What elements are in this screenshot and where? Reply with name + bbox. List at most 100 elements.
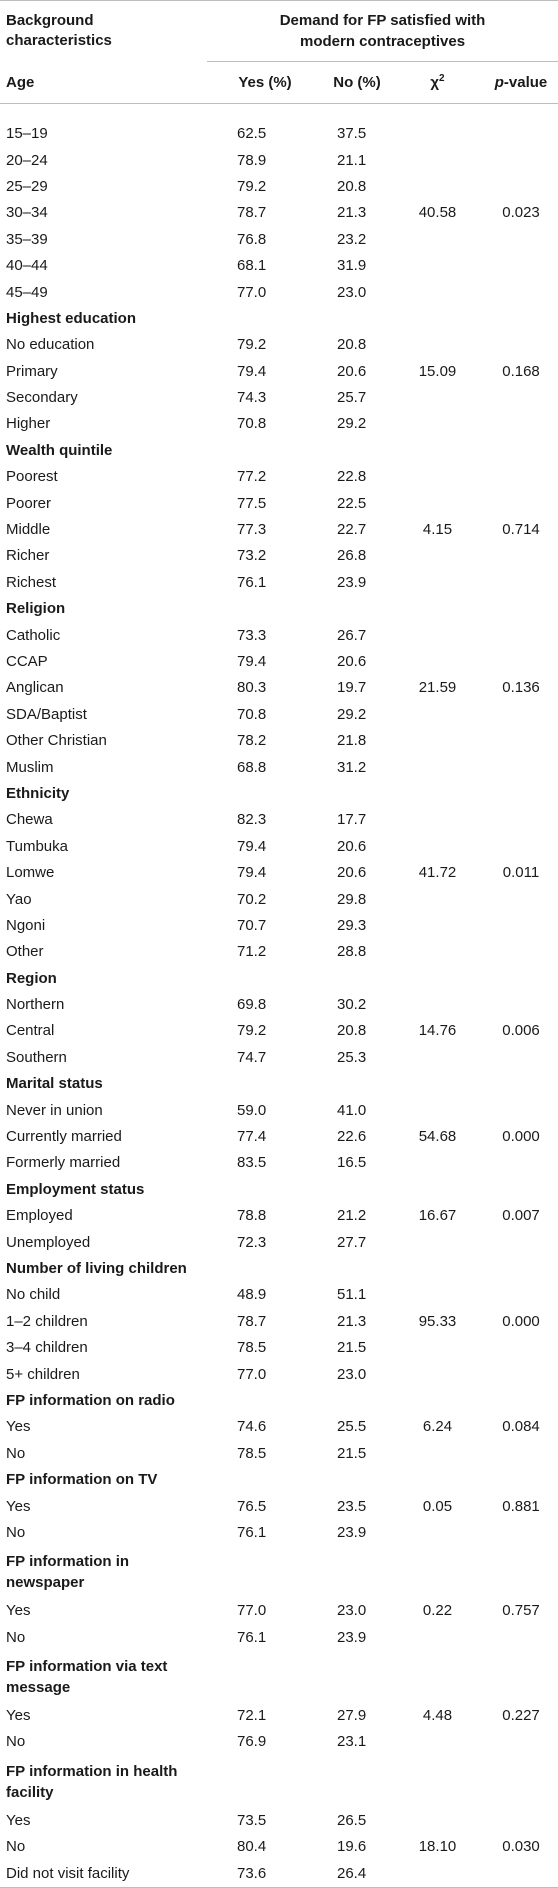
row-label: Never in union <box>6 1101 103 1119</box>
row-label: Ngoni <box>6 916 46 934</box>
p-value-cell: 0.000 <box>502 1128 540 1146</box>
p-value-cell: 0.757 <box>502 1602 540 1620</box>
table-row: 40–44 68.1 31.9 <box>0 253 558 279</box>
p-value-cell: 0.006 <box>502 1022 540 1040</box>
p-value-cell <box>484 1808 558 1834</box>
row-label: Secondary <box>6 389 78 407</box>
p-value-cell <box>484 1282 558 1308</box>
p-value-cell: 0.084 <box>502 1418 540 1436</box>
row-label: Unemployed <box>6 1233 91 1251</box>
yes-percent-cell: 79.4 <box>237 864 267 882</box>
yes-percent-cell: 79.2 <box>237 1022 267 1040</box>
no-percent-cell: 22.8 <box>337 468 367 486</box>
yes-percent-cell: 62.5 <box>237 125 267 143</box>
p-value-column-header: p-value <box>484 61 558 104</box>
chi-square-cell <box>391 464 484 490</box>
row-label: CCAP <box>6 653 48 670</box>
p-value-cell <box>484 385 558 411</box>
yes-percent-cell: 72.3 <box>237 1233 267 1251</box>
category-row: FP information on radio <box>0 1388 558 1414</box>
p-value-cell <box>484 174 558 200</box>
table-row: Chewa 82.3 17.7 <box>0 807 558 833</box>
yes-percent-cell: 70.8 <box>237 705 267 723</box>
no-percent-cell: 26.8 <box>337 547 367 565</box>
table-body: 15–19 62.5 37.5 20–24 78.9 21.1 25–29 79.2 20.8 3… <box>0 104 558 1888</box>
chi-square-cell <box>391 332 484 358</box>
table-row: Never in union 59.0 41.0 <box>0 1097 558 1123</box>
chi-square-cell: 21.59 <box>418 679 457 697</box>
table-row: Poorest 77.2 22.8 <box>0 464 558 490</box>
table-row: 45–49 77.0 23.0 <box>0 279 558 305</box>
row-label: 45–49 <box>6 283 48 301</box>
no-percent-cell: 21.2 <box>337 1207 367 1225</box>
chi-square-cell: 6.24 <box>422 1418 453 1436</box>
row-label: Poorest <box>6 468 58 486</box>
yes-percent-cell: 70.8 <box>237 415 267 433</box>
chi-square-cell: 95.33 <box>418 1312 457 1330</box>
no-percent-cell: 21.1 <box>337 151 367 169</box>
category-title: Religion <box>6 600 66 618</box>
table-row: Northern 69.8 30.2 <box>0 992 558 1018</box>
no-percent-cell: 29.2 <box>337 415 367 433</box>
chi-square-cell <box>391 1361 484 1387</box>
p-value-cell <box>484 1729 558 1755</box>
no-percent-cell: 37.5 <box>337 125 367 143</box>
yes-percent-cell: 83.5 <box>237 1154 267 1172</box>
no-percent-cell: 20.6 <box>337 653 367 670</box>
row-label: Yes <box>6 1497 31 1515</box>
no-percent-cell: 30.2 <box>337 996 367 1014</box>
p-value-cell <box>484 992 558 1018</box>
row-label: Middle <box>6 521 51 539</box>
row-label: Other Christian <box>6 732 107 750</box>
chi-square-cell <box>391 385 484 411</box>
row-label: 3–4 children <box>6 1339 88 1357</box>
yes-percent-cell: 70.2 <box>237 890 267 908</box>
yes-percent-cell: 74.7 <box>237 1048 267 1066</box>
no-percent-cell: 23.5 <box>337 1497 367 1515</box>
row-label: Muslim <box>6 758 54 776</box>
no-percent-cell: 22.5 <box>337 494 367 512</box>
p-value-cell <box>484 411 558 437</box>
category-row: Marital status <box>0 1071 558 1097</box>
p-value-cell <box>484 464 558 490</box>
table-row: CCAP 79.4 20.6 <box>0 649 558 675</box>
p-value-cell <box>484 147 558 173</box>
no-percent-cell: 51.1 <box>337 1286 367 1304</box>
table-row: No child 48.9 51.1 <box>0 1282 558 1308</box>
table-row: Employed 78.8 21.2 16.67 0.007 <box>0 1203 558 1229</box>
yes-percent-cell: 68.8 <box>237 758 267 776</box>
chi-square-cell <box>391 913 484 939</box>
category-row: Religion <box>0 596 558 622</box>
table-row: No 78.5 21.5 <box>0 1441 558 1467</box>
no-percent-cell: 20.6 <box>337 864 367 882</box>
chi-square-cell <box>391 834 484 860</box>
no-percent-cell: 21.8 <box>337 732 367 750</box>
demand-satisfied-group-header: Demand for FP satisfied with modern cont… <box>207 0 558 62</box>
yes-percent-cell: 72.1 <box>237 1707 267 1725</box>
p-value-cell: 0.030 <box>502 1838 540 1856</box>
no-percent-cell: 31.9 <box>337 257 367 275</box>
p-value-cell: 0.007 <box>502 1207 540 1225</box>
row-label: 1–2 children <box>6 1312 88 1330</box>
category-row: Highest education <box>0 306 558 332</box>
yes-percent-cell: 76.8 <box>237 230 267 248</box>
p-value-cell <box>484 939 558 965</box>
row-label: Yes <box>6 1707 31 1725</box>
row-label: No child <box>6 1286 61 1304</box>
table-row: No 80.4 19.6 18.10 0.030 <box>0 1834 558 1860</box>
table-row: Richest 76.1 23.9 <box>0 570 558 596</box>
chi-square-cell: 4.48 <box>422 1707 453 1725</box>
yes-percent-cell: 77.0 <box>237 283 267 301</box>
p-value-cell <box>484 649 558 675</box>
table-row: Yao 70.2 29.8 <box>0 886 558 912</box>
no-percent-cell: 27.9 <box>337 1707 367 1725</box>
table-row: 20–24 78.9 21.1 <box>0 147 558 173</box>
yes-percent-cell: 77.5 <box>237 494 267 512</box>
no-percent-cell: 26.7 <box>337 626 367 644</box>
category-title: Ethnicity <box>6 784 70 802</box>
row-label: Yes <box>6 1602 31 1620</box>
p-value-cell: 0.168 <box>502 362 540 380</box>
p-value-cell <box>484 1624 558 1650</box>
table-row: Central 79.2 20.8 14.76 0.006 <box>0 1018 558 1044</box>
